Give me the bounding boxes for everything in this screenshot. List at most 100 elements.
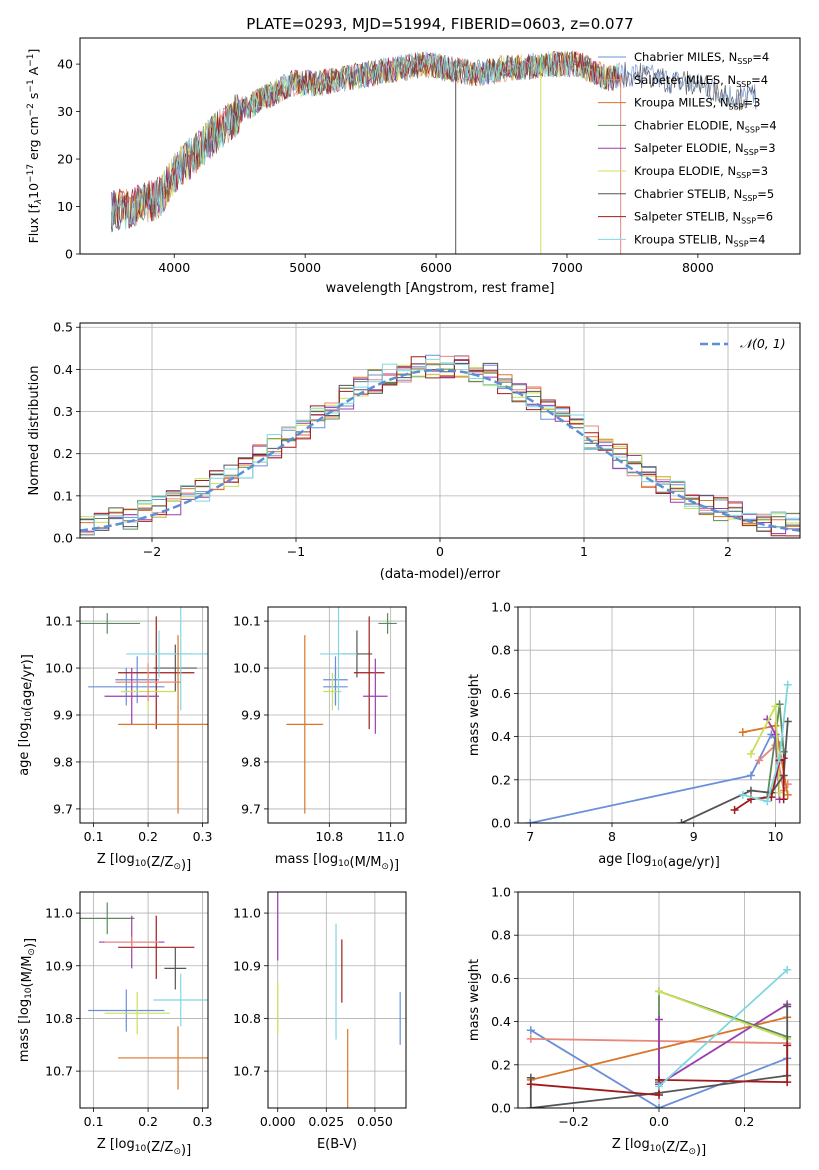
x-tick-label: 0.025 (308, 1114, 344, 1129)
x-tick-label: 0.050 (357, 1114, 393, 1129)
residuals-panel: −2 −1 0 1 2 0.0 0.1 0.2 0.3 0.4 0.5 𝒩(0, 1) (data-mo… (27, 320, 801, 582)
x-tick-label: 0.1 (84, 1114, 104, 1129)
x-axis-label: Z [log10(Z/Z⊙)] (97, 852, 191, 873)
y-tick-label: 0.2 (491, 1057, 511, 1072)
weight-marker (526, 1034, 535, 1043)
x-tick-label: −0.2 (558, 1114, 588, 1129)
histogram-kroupa_stelib (80, 358, 800, 535)
x-tick-label: 0.2 (735, 1114, 755, 1129)
weight-marker (783, 680, 792, 689)
x-axis-label: Z [log10(Z/Z⊙)] (97, 1137, 191, 1158)
y-tick-label: 10.0 (45, 661, 73, 676)
legend-label: Salpeter STELIB, NSSP=6 (634, 210, 773, 226)
weight-lines (526, 965, 792, 1108)
y-axis-label: age [log10(age/yr)] (17, 654, 35, 776)
weight-marker (775, 788, 784, 797)
y-tick-label: 10.8 (233, 1011, 261, 1026)
x-tick-label: 0.3 (193, 829, 213, 844)
y-tick-label: 0.8 (491, 928, 511, 943)
weight-marker (526, 819, 535, 823)
y-tick-label: 10.1 (233, 614, 261, 629)
x-tick-label: 9 (690, 829, 698, 844)
y-tick-label: 11.0 (233, 906, 261, 921)
weight-marker (746, 771, 755, 780)
x-axis-label: (data-model)/error (380, 567, 501, 582)
x-tick-label: 5000 (289, 260, 321, 275)
x-tick-label: −2 (143, 544, 161, 559)
weight-line (742, 684, 789, 803)
weight-line (530, 732, 781, 823)
y-tick-label: 9.9 (53, 708, 73, 723)
y-axis-label: mass weight (467, 674, 482, 756)
x-axis-label: age [log10(age/yr)] (598, 852, 720, 870)
weight-marker (655, 1082, 663, 1091)
y-tick-label: 0.4 (491, 1014, 511, 1029)
x-tick-label: 11.0 (377, 829, 405, 844)
weight-marker (655, 987, 663, 996)
x-tick-label: 2 (724, 544, 732, 559)
weight-marker (783, 965, 792, 974)
legend-label: 𝒩(0, 1) (740, 336, 786, 351)
spectrum-panel: 4000 5000 6000 7000 8000 0 10 20 30 40 Flux [fλ10−… (26, 37, 801, 296)
weight-marker (783, 1078, 792, 1087)
y-tick-label: 10.7 (45, 1064, 73, 1079)
x-tick-label: 0.1 (84, 829, 104, 844)
y-tick-label: 9.9 (241, 708, 261, 723)
gaussian-curve (80, 368, 800, 532)
weight-marker (655, 1104, 663, 1108)
y-tick-label: 10.9 (45, 958, 73, 973)
weight-marker (526, 1026, 535, 1035)
legend-label: Salpeter ELODIE, NSSP=3 (634, 141, 776, 157)
error-bars (80, 902, 208, 1090)
y-tick-label: 10.0 (233, 661, 261, 676)
x-tick-label: 8 (608, 829, 616, 844)
y-tick-label: 30 (57, 104, 73, 119)
x-tick-label: 10 (768, 829, 784, 844)
weight-marker (746, 786, 755, 795)
weight-marker (783, 1002, 792, 1011)
axes-frame (267, 606, 407, 824)
y-axis-label: Flux [fλ10−17 erg cm−2 s−1 A−1] (26, 49, 44, 244)
y-tick-label: 10.1 (45, 614, 73, 629)
x-tick-label: 0 (436, 544, 444, 559)
y-tick-label: 9.7 (53, 801, 73, 816)
y-tick-label: 0.4 (491, 729, 511, 744)
x-tick-label: 7000 (551, 260, 583, 275)
axes-frame (517, 891, 801, 1109)
y-tick-label: 0.3 (53, 404, 73, 419)
figure-title: PLATE=0293, MJD=51994, FIBERID=0603, z=0… (246, 15, 633, 33)
weight-line (734, 756, 785, 811)
axes-frame (79, 891, 209, 1109)
y-tick-label: 10.8 (45, 1011, 73, 1026)
histograms (80, 354, 800, 537)
y-tick-label: 10 (57, 199, 73, 214)
x-tick-label: 0.2 (138, 829, 158, 844)
weight-marker (526, 1104, 535, 1108)
spectrum-line (111, 51, 620, 230)
y-tick-label: 1.0 (491, 600, 511, 615)
weight-marker (771, 702, 780, 711)
y-axis-label: mass weight (467, 959, 482, 1041)
weight-line (658, 969, 788, 1088)
weight-lines (526, 680, 792, 823)
weight-marker (730, 806, 739, 815)
y-tick-label: 0.0 (53, 531, 73, 546)
weight-marker (783, 1041, 792, 1050)
x-tick-label: 6000 (420, 260, 452, 275)
y-tick-label: 0 (65, 247, 73, 262)
weight-marker (775, 754, 784, 763)
y-tick-label: 1.0 (491, 885, 511, 900)
weight-vs-age-panel: 7 8 9 10 0.0 0.2 0.4 0.6 0.8 1.0 age [log10(age/yr… (467, 600, 801, 870)
x-tick-label: 8000 (682, 260, 714, 275)
y-tick-label: 0.6 (491, 971, 511, 986)
x-tick-label: 7 (526, 829, 534, 844)
y-tick-label: 0.0 (491, 1101, 511, 1116)
legend-label: Salpeter MILES, NSSP=4 (634, 73, 768, 89)
y-tick-label: 0.8 (491, 643, 511, 658)
x-tick-label: 10.8 (315, 829, 343, 844)
weight-marker (655, 1015, 663, 1024)
y-tick-label: 11.0 (45, 906, 73, 921)
y-tick-label: 0.5 (53, 320, 73, 335)
x-axis-label: E(B-V) (317, 1137, 357, 1152)
